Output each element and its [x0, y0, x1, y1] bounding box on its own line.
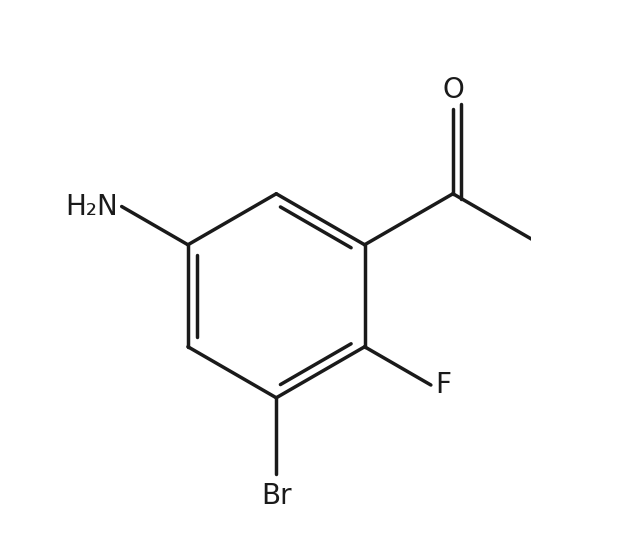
Text: F: F: [435, 371, 451, 399]
Text: H₂N: H₂N: [65, 193, 118, 220]
Text: O: O: [442, 77, 464, 104]
Text: Br: Br: [261, 482, 292, 510]
